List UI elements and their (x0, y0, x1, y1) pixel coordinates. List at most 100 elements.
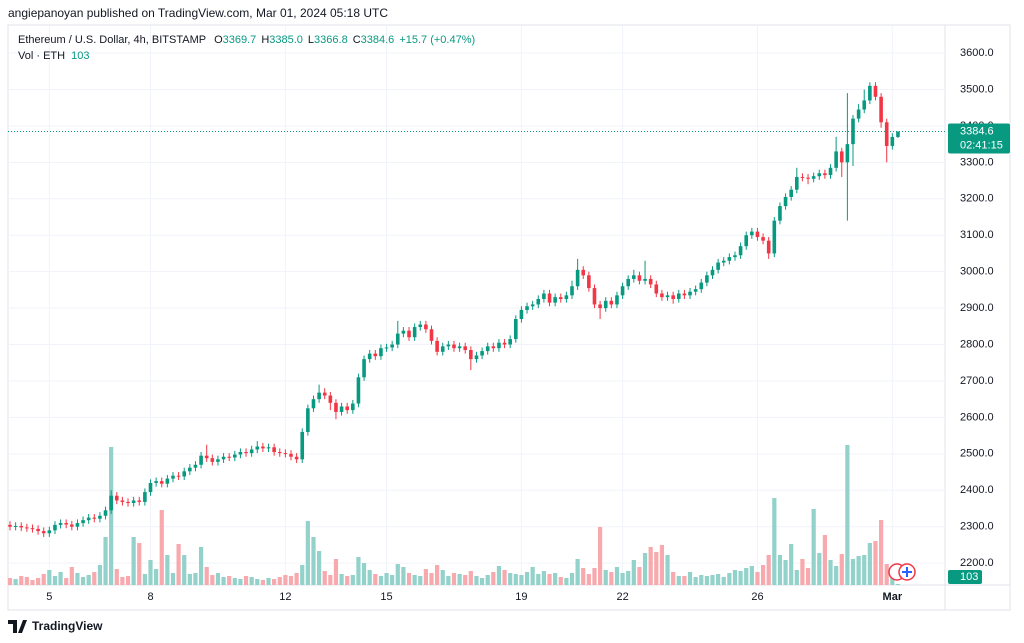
volume-bar (457, 574, 462, 585)
candle-body (570, 286, 574, 296)
candle-body (379, 348, 383, 357)
candle-body (98, 515, 102, 519)
candle-body (761, 237, 765, 241)
volume-bar (598, 527, 603, 585)
candle-body (536, 298, 541, 305)
candle-body (514, 319, 518, 340)
volume-bar (463, 575, 468, 585)
candle-body (362, 359, 366, 378)
candle-body (92, 517, 97, 519)
candle-body (547, 293, 552, 303)
volume-bar (575, 559, 580, 585)
volume-bar (536, 574, 541, 585)
volume-bar (699, 575, 704, 585)
volume-bar (828, 560, 833, 585)
x-tick-label: 19 (515, 591, 527, 603)
candle-body (328, 395, 333, 403)
candle-body (373, 353, 378, 357)
candle-body (193, 464, 198, 468)
volume-bar (862, 555, 867, 585)
volume-bar (361, 563, 367, 585)
volume-bar (406, 573, 412, 585)
volume-bar (367, 570, 372, 585)
legend-title: Ethereum / U.S. Dollar, 4h, BITSTAMP (18, 34, 206, 46)
candle-body (13, 525, 18, 527)
volume-bar (884, 564, 889, 585)
volume-bar (581, 568, 586, 585)
volume-bar (558, 577, 563, 585)
volume-bar (41, 574, 46, 585)
volume-bar (378, 576, 384, 585)
volume-bar (350, 575, 355, 585)
candle-body (676, 293, 681, 299)
volume-bar (7, 578, 13, 585)
volume-bar (496, 566, 502, 585)
volume-bar (508, 573, 513, 585)
candle-body (553, 297, 557, 303)
volume-bar (165, 555, 170, 585)
candle-body (233, 454, 237, 458)
candle-body (114, 495, 119, 501)
volume-bar (586, 574, 591, 585)
candle-body (300, 431, 305, 460)
volume-bar (373, 574, 378, 585)
candle-body (480, 351, 484, 356)
candle-body (890, 136, 895, 146)
ohlc-label: H (261, 34, 269, 46)
last-price-box (948, 123, 1010, 154)
volume-bar (159, 510, 164, 585)
candle-body (469, 349, 473, 360)
volume-bar (873, 541, 878, 585)
published-note: angiepanoyan published on TradingView.co… (8, 6, 388, 20)
candle-body (339, 406, 344, 412)
legend: Ethereum / U.S. Dollar, 4h, BITSTAMP O336… (18, 34, 475, 46)
volume-bar (210, 575, 215, 585)
candle-body (351, 403, 355, 411)
grid (8, 25, 945, 585)
volume-bar (468, 571, 473, 585)
volume-bar (749, 566, 754, 585)
x-tick-label: 22 (616, 591, 628, 603)
volume-bar (390, 575, 395, 585)
volume-bar (243, 576, 249, 585)
x-tick-label: 8 (147, 591, 153, 603)
candle-body (261, 446, 265, 449)
volume-bar (395, 564, 400, 585)
candle-body (53, 524, 57, 531)
volume-bar (609, 572, 614, 585)
candle-body (688, 291, 692, 296)
candle-body (120, 500, 125, 502)
volume-bar (794, 570, 799, 585)
candle-body (294, 456, 299, 460)
candle-body (637, 275, 642, 281)
volume-bar (305, 521, 310, 585)
volume-bar (564, 578, 569, 585)
candle-body (70, 524, 74, 527)
volume-bar (519, 575, 524, 585)
candle-body (8, 524, 12, 527)
volume-bar (822, 535, 827, 585)
brand-name: TradingView (32, 619, 103, 633)
candle-body (615, 295, 619, 305)
candle-body (148, 482, 153, 493)
candle-body (395, 333, 400, 345)
candle-body (806, 177, 810, 179)
volume-bar (193, 573, 198, 585)
volume-bar (300, 565, 305, 585)
volume-bar (272, 579, 277, 585)
candle-body (384, 347, 389, 349)
volume-bar (856, 556, 861, 585)
candle-body (873, 85, 878, 97)
volume-bar (255, 579, 260, 585)
volume-bar (109, 447, 114, 585)
candle-body (727, 257, 732, 261)
volume-bar (648, 547, 653, 585)
volume-bar (283, 575, 288, 585)
candle-body (603, 300, 608, 309)
y-tick-label: 2600.0 (960, 411, 994, 423)
volume-bar (418, 576, 423, 585)
y-tick-label: 2700.0 (960, 375, 994, 387)
candle-body (474, 355, 479, 360)
volume-bar (721, 577, 726, 585)
